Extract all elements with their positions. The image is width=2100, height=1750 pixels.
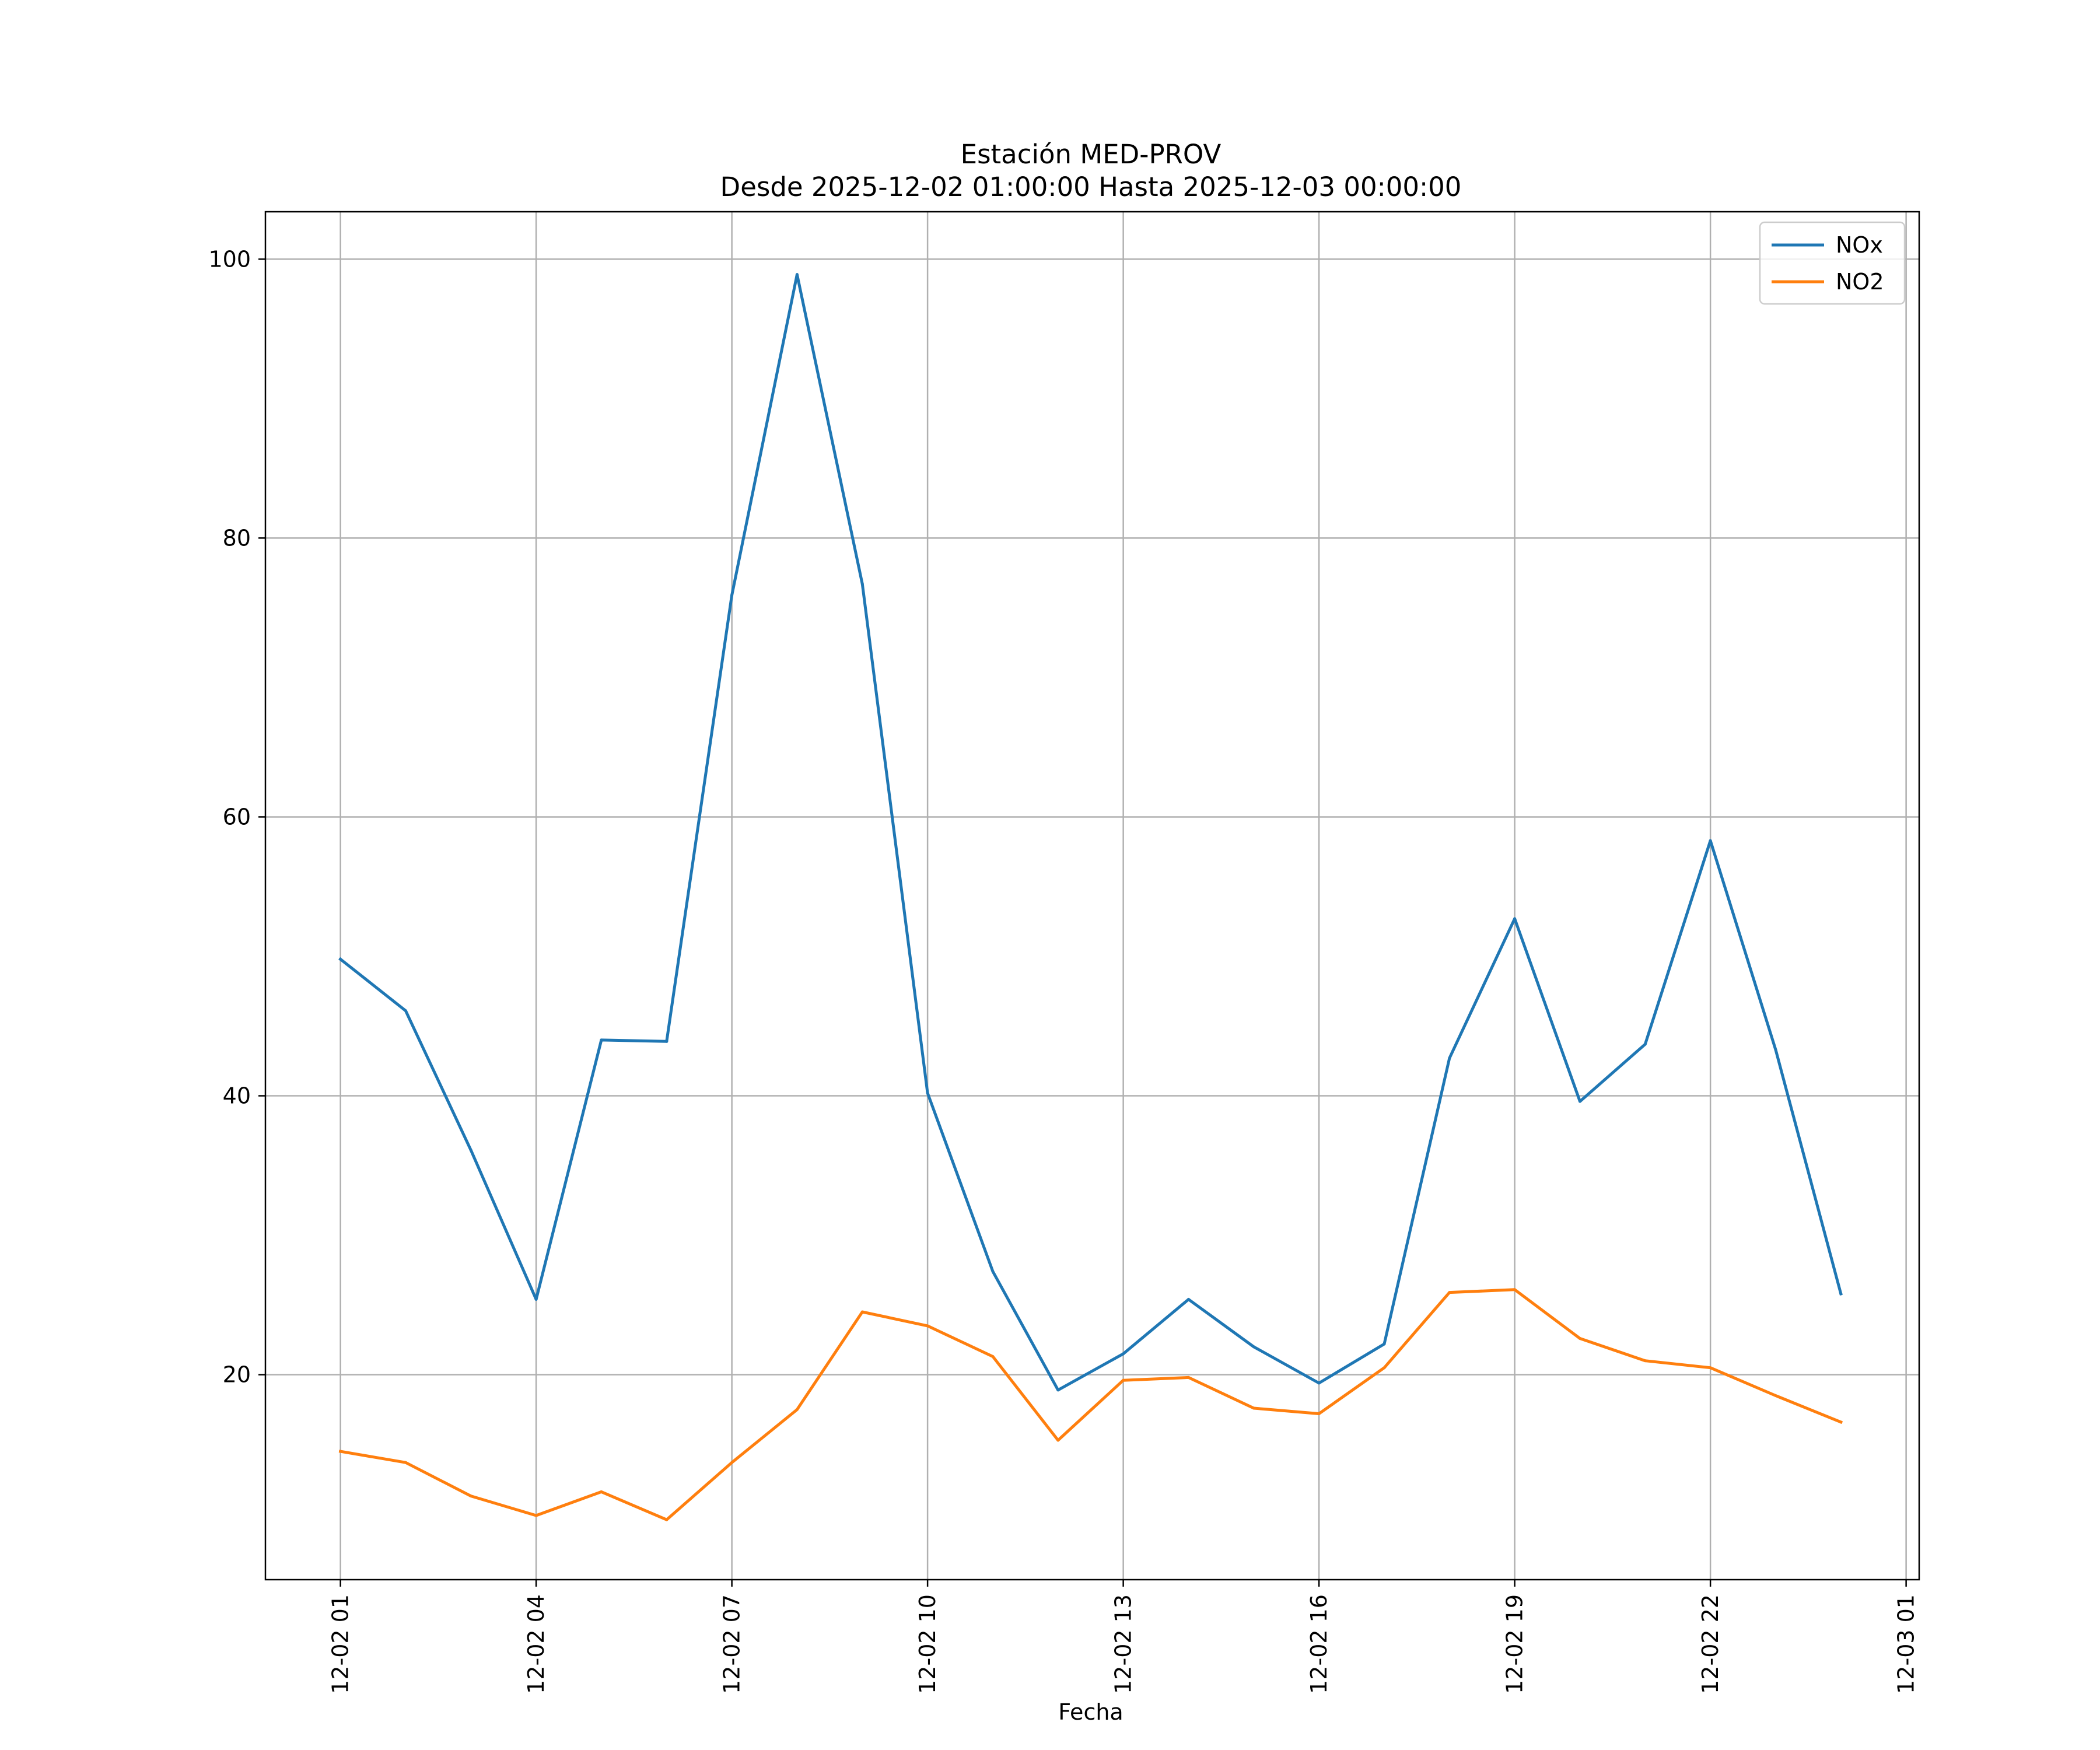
data-point-no2 (1448, 1291, 1451, 1294)
data-point-no2 (339, 1450, 342, 1453)
data-point-nox (860, 582, 864, 586)
series-layer (338, 273, 1843, 1521)
data-point-no2 (1643, 1359, 1647, 1363)
data-point-nox (404, 1009, 407, 1013)
data-point-nox (1643, 1042, 1647, 1046)
data-point-nox (1382, 1342, 1386, 1346)
y-tick-label: 40 (223, 1083, 251, 1109)
data-point-nox (1578, 1100, 1581, 1103)
data-point-nox (1056, 1388, 1060, 1392)
x-tick-label: 12-02 22 (1698, 1594, 1723, 1694)
data-point-no2 (1709, 1366, 1712, 1370)
x-tick-label: 12-02 13 (1111, 1594, 1136, 1694)
x-axis-label: Fecha (1058, 1699, 1123, 1725)
x-tick-label: 12-03 01 (1894, 1594, 1919, 1694)
axis-ticks: 12-02 01 12-02 04 12-02 07 12-02 10 12-02 13… (208, 246, 1919, 1694)
legend: NOx NO2 (1759, 221, 1906, 305)
data-point-nox (1774, 1048, 1777, 1052)
data-point-no2 (1317, 1412, 1321, 1415)
data-point-nox (469, 1149, 473, 1152)
legend-label-nox: NOx (1836, 232, 1883, 258)
x-tick-label: 12-02 10 (915, 1594, 940, 1694)
data-point-no2 (1252, 1406, 1255, 1410)
data-point-no2 (991, 1355, 995, 1358)
y-tick-label: 100 (208, 246, 251, 272)
data-point-no2 (665, 1518, 668, 1521)
data-point-nox (1187, 1298, 1190, 1301)
data-point-nox (534, 1298, 538, 1301)
data-point-no2 (1056, 1438, 1060, 1442)
axes-frame (264, 211, 1920, 1581)
data-point-no2 (1122, 1378, 1125, 1382)
data-point-nox (665, 1040, 668, 1043)
series-line-nox (338, 273, 1843, 1392)
legend-label-no2: NO2 (1836, 269, 1884, 295)
data-point-no2 (926, 1324, 929, 1328)
x-tick-label: 12-02 16 (1306, 1594, 1332, 1694)
data-point-no2 (600, 1490, 603, 1493)
y-tick-label: 20 (223, 1362, 251, 1388)
x-tick-label: 12-02 01 (328, 1594, 354, 1694)
series-line-no2 (338, 1288, 1843, 1521)
data-point-nox (600, 1038, 603, 1042)
data-point-no2 (1382, 1366, 1386, 1370)
data-point-no2 (1839, 1420, 1843, 1424)
x-tick-label: 12-02 07 (719, 1594, 745, 1694)
y-tick-label: 80 (223, 525, 251, 551)
data-point-no2 (795, 1408, 799, 1411)
legend-box (1759, 221, 1906, 305)
data-point-nox (339, 957, 342, 961)
data-point-no2 (730, 1461, 734, 1464)
data-point-nox (991, 1270, 995, 1273)
data-point-no2 (404, 1461, 407, 1464)
x-tick-label: 12-02 04 (523, 1594, 549, 1694)
data-point-no2 (1774, 1394, 1777, 1397)
data-point-nox (1122, 1352, 1125, 1356)
data-point-no2 (534, 1514, 538, 1517)
data-point-nox (1317, 1381, 1321, 1385)
y-tick-label: 60 (223, 804, 251, 830)
data-point-nox (730, 593, 734, 597)
data-point-no2 (469, 1494, 473, 1498)
data-point-nox (1709, 839, 1712, 842)
data-point-nox (795, 273, 799, 276)
data-point-nox (1513, 917, 1517, 921)
data-point-no2 (860, 1310, 864, 1314)
chart-subtitle: Desde 2025-12-02 01:00:00 Hasta 2025-12-… (720, 172, 1462, 202)
x-tick-label: 12-02 19 (1502, 1594, 1528, 1694)
data-point-nox (1448, 1056, 1451, 1060)
data-point-nox (1839, 1292, 1843, 1296)
data-point-no2 (1187, 1376, 1190, 1379)
data-point-no2 (1513, 1288, 1517, 1292)
data-point-no2 (1578, 1337, 1581, 1340)
data-point-nox (926, 1091, 929, 1095)
chart-title: Estación MED-PROV (961, 139, 1222, 170)
data-point-nox (1252, 1345, 1255, 1349)
grid-lines (265, 212, 1919, 1580)
